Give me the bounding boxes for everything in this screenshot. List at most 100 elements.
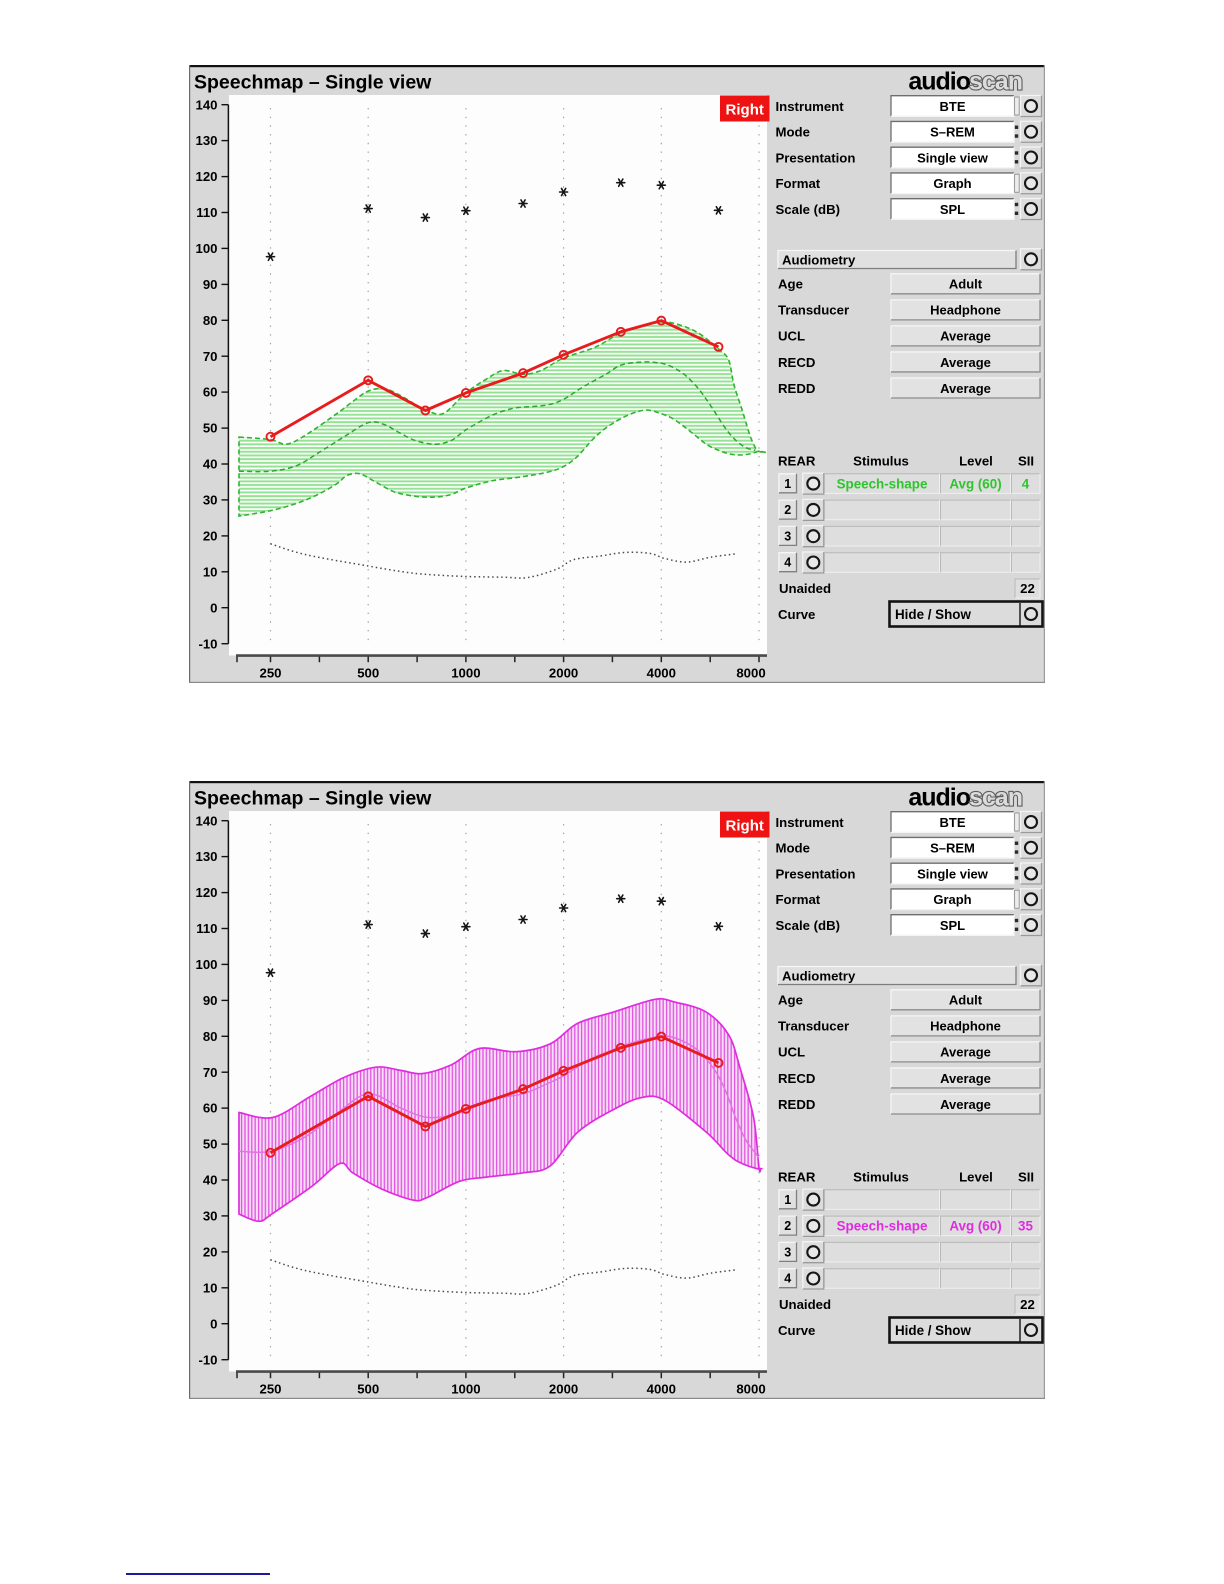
- svg-text:2: 2: [784, 1219, 791, 1233]
- svg-text:8000: 8000: [736, 1382, 765, 1397]
- svg-text:130: 130: [195, 133, 217, 148]
- svg-text:1000: 1000: [451, 1382, 480, 1397]
- svg-text:50: 50: [203, 421, 218, 436]
- svg-text:10: 10: [203, 1280, 218, 1295]
- svg-text:Average: Average: [940, 355, 991, 370]
- svg-text:Stimulus: Stimulus: [853, 1170, 909, 1185]
- svg-text:140: 140: [195, 813, 217, 828]
- svg-text:3: 3: [784, 529, 791, 543]
- svg-text:Speechmap – Single view: Speechmap – Single view: [194, 788, 432, 810]
- svg-text:110: 110: [196, 921, 217, 936]
- svg-text:-10: -10: [198, 1352, 217, 1367]
- svg-text:Instrument: Instrument: [776, 99, 845, 114]
- svg-text:Average: Average: [940, 329, 991, 344]
- svg-text:2000: 2000: [549, 1382, 578, 1397]
- svg-text:Level: Level: [959, 1170, 993, 1185]
- svg-text:20: 20: [203, 529, 218, 544]
- svg-text:Curve: Curve: [778, 1323, 815, 1338]
- svg-text:140: 140: [195, 97, 217, 112]
- svg-text:30: 30: [203, 493, 218, 508]
- svg-text:70: 70: [203, 1065, 218, 1080]
- svg-text:Graph: Graph: [933, 176, 971, 191]
- svg-text:Average: Average: [940, 1097, 991, 1112]
- svg-text:30: 30: [203, 1209, 218, 1224]
- svg-text:Age: Age: [778, 277, 803, 292]
- svg-text:10: 10: [203, 564, 218, 579]
- svg-text:40: 40: [203, 457, 218, 472]
- svg-text:SII: SII: [1018, 454, 1034, 469]
- svg-text:Adult: Adult: [949, 277, 983, 292]
- svg-text:Average: Average: [940, 381, 991, 396]
- svg-text:RECD: RECD: [778, 1071, 815, 1086]
- svg-text:4000: 4000: [647, 666, 676, 681]
- svg-text:250: 250: [259, 666, 281, 681]
- svg-text:Speechmap – Single view: Speechmap – Single view: [194, 72, 432, 94]
- svg-text:35: 35: [1018, 1219, 1033, 1234]
- svg-text:100: 100: [195, 241, 217, 256]
- svg-text:UCL: UCL: [778, 1045, 805, 1060]
- svg-text:250: 250: [259, 1382, 281, 1397]
- svg-text:3: 3: [784, 1245, 791, 1259]
- svg-text:Average: Average: [940, 1045, 991, 1060]
- svg-text:Headphone: Headphone: [930, 303, 1001, 318]
- svg-text:Stimulus: Stimulus: [853, 454, 909, 469]
- svg-text:SPL: SPL: [940, 202, 965, 217]
- svg-text:REAR: REAR: [778, 1170, 816, 1185]
- svg-text:70: 70: [203, 349, 218, 364]
- svg-text:4000: 4000: [647, 1382, 676, 1397]
- svg-text:Adult: Adult: [949, 993, 983, 1008]
- svg-text:130: 130: [195, 849, 217, 864]
- svg-text:60: 60: [203, 1101, 218, 1116]
- svg-text:S–REM: S–REM: [930, 125, 975, 140]
- svg-text:60: 60: [203, 385, 218, 400]
- svg-text:Presentation: Presentation: [776, 866, 856, 881]
- svg-text:Instrument: Instrument: [776, 815, 845, 830]
- svg-text:Presentation: Presentation: [776, 150, 856, 165]
- svg-text:BTE: BTE: [940, 99, 966, 114]
- svg-text:Scale (dB): Scale (dB): [776, 918, 841, 933]
- svg-text:Audiometry: Audiometry: [782, 969, 856, 984]
- svg-text:Scale (dB): Scale (dB): [776, 202, 841, 217]
- svg-text:Speech-shape: Speech-shape: [837, 1219, 928, 1234]
- svg-text:Graph: Graph: [933, 892, 971, 907]
- svg-text:110: 110: [196, 205, 217, 220]
- svg-text:scan: scan: [969, 784, 1022, 812]
- svg-text:Audiometry: Audiometry: [782, 253, 856, 268]
- svg-text:audio: audio: [908, 68, 970, 96]
- svg-text:Avg (60): Avg (60): [949, 476, 1001, 491]
- svg-text:REDD: REDD: [778, 381, 815, 396]
- svg-text:22: 22: [1020, 581, 1035, 596]
- svg-text:0: 0: [210, 600, 217, 615]
- svg-text:90: 90: [203, 993, 218, 1008]
- svg-text:-10: -10: [198, 636, 217, 651]
- svg-text:2: 2: [784, 503, 791, 517]
- svg-text:Transducer: Transducer: [778, 1019, 849, 1034]
- svg-text:Headphone: Headphone: [930, 1019, 1001, 1034]
- svg-text:Transducer: Transducer: [778, 303, 849, 318]
- svg-text:80: 80: [203, 1029, 218, 1044]
- svg-text:1: 1: [784, 1193, 791, 1207]
- svg-text:Curve: Curve: [778, 607, 815, 622]
- svg-text:SPL: SPL: [940, 918, 965, 933]
- svg-text:90: 90: [203, 277, 218, 292]
- svg-text:scan: scan: [969, 68, 1022, 96]
- svg-text:120: 120: [195, 169, 217, 184]
- svg-text:Format: Format: [776, 892, 821, 907]
- svg-text:Unaided: Unaided: [779, 1297, 831, 1312]
- svg-text:Speech-shape: Speech-shape: [837, 476, 928, 491]
- svg-text:40: 40: [203, 1173, 218, 1188]
- svg-text:120: 120: [195, 885, 217, 900]
- svg-text:Level: Level: [959, 454, 993, 469]
- svg-text:S–REM: S–REM: [930, 841, 975, 856]
- svg-text:1000: 1000: [451, 666, 480, 681]
- svg-text:100: 100: [195, 957, 217, 972]
- svg-text:20: 20: [203, 1245, 218, 1260]
- svg-text:50: 50: [203, 1137, 218, 1152]
- svg-text:REAR: REAR: [778, 454, 816, 469]
- svg-text:Average: Average: [940, 1071, 991, 1086]
- svg-text:Format: Format: [776, 176, 821, 191]
- svg-text:500: 500: [357, 1382, 379, 1397]
- svg-text:Right: Right: [726, 102, 764, 119]
- svg-text:4: 4: [1022, 476, 1030, 491]
- svg-text:Mode: Mode: [776, 841, 810, 856]
